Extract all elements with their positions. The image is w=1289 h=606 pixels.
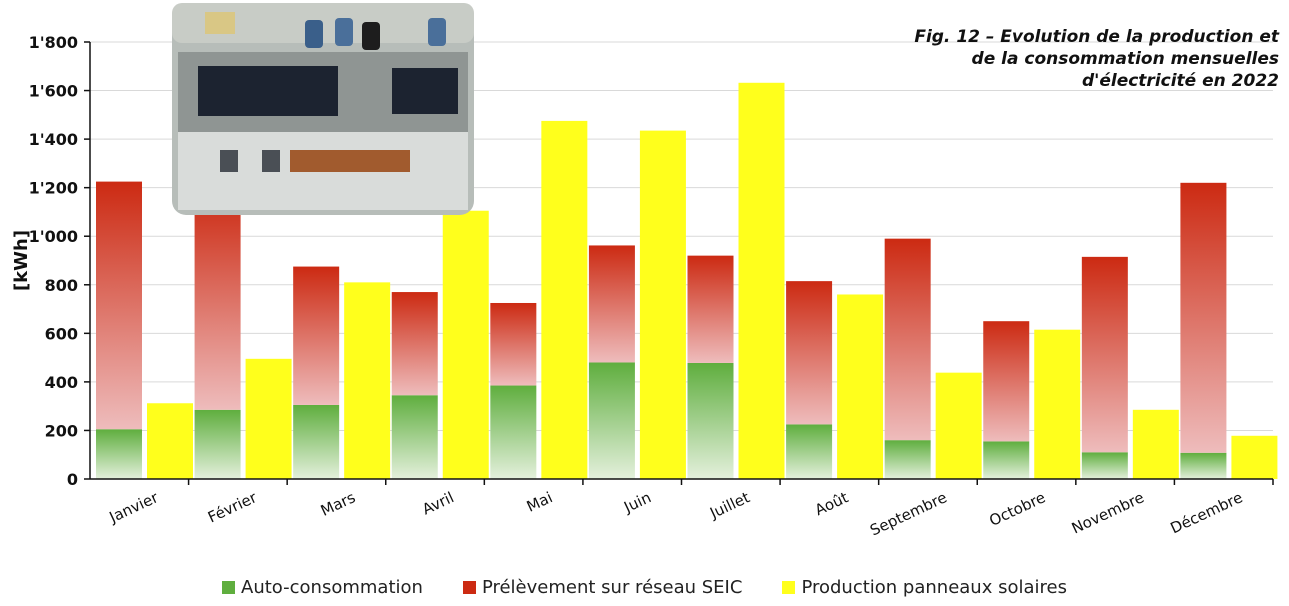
legend-item-solaire: Production panneaux solaires	[782, 577, 1067, 598]
bar-auto-consommation	[293, 404, 340, 479]
y-tick-label: 400	[45, 373, 78, 392]
bar-auto-consommation	[1180, 452, 1227, 479]
bar-prelevement-reseau	[391, 292, 438, 396]
bar-auto-consommation	[194, 409, 241, 479]
bar-prelevement-reseau	[1081, 256, 1128, 453]
legend-swatch-reseau	[462, 580, 476, 594]
bar-production-solaire	[935, 372, 982, 479]
x-tick-label: Janvier	[106, 488, 162, 527]
y-tick-label: 1'800	[29, 33, 78, 52]
legend-label-solaire: Production panneaux solaires	[801, 576, 1067, 598]
x-tick-label: Décembre	[1168, 488, 1246, 537]
bar-prelevement-reseau	[884, 238, 931, 441]
figure-title-line-1: Fig. 12 – Evolution de la production et	[914, 27, 1279, 47]
bar-production-solaire	[738, 82, 785, 479]
bar-auto-consommation	[884, 440, 931, 479]
bar-prelevement-reseau	[588, 245, 635, 363]
bar-prelevement-reseau	[293, 266, 340, 405]
y-tick-label: 1'200	[29, 179, 78, 198]
legend-swatch-auto	[222, 580, 236, 594]
bar-prelevement-reseau	[96, 181, 142, 430]
bar-auto-consommation	[96, 429, 142, 479]
bar-auto-consommation	[588, 362, 635, 479]
bar-production-solaire	[245, 358, 292, 479]
bar-prelevement-reseau	[786, 281, 833, 425]
x-tick-label: Mars	[318, 488, 359, 520]
bar-prelevement-reseau	[687, 255, 734, 363]
y-tick-label: 1'400	[29, 130, 78, 149]
bar-prelevement-reseau	[490, 302, 537, 386]
bar-production-solaire	[1132, 409, 1179, 479]
x-tick-label: Septembre	[867, 488, 949, 539]
legend-label-auto: Auto-consommation	[241, 576, 423, 598]
x-tick-label: Juin	[620, 488, 654, 516]
y-tick-label: 600	[45, 324, 78, 343]
bar-production-solaire	[1034, 329, 1081, 479]
bar-prelevement-reseau	[1180, 182, 1227, 453]
x-tick-label: Novembre	[1069, 488, 1147, 537]
legend-item-auto: Auto-consommation	[222, 577, 423, 598]
bar-production-solaire	[344, 282, 391, 479]
bar-auto-consommation	[490, 385, 537, 479]
y-axis-label: [kWh]	[11, 230, 32, 291]
x-tick-label: Août	[812, 488, 851, 519]
x-tick-label: Juillet	[706, 488, 752, 522]
bar-production-solaire	[147, 403, 193, 479]
y-tick-label: 0	[67, 470, 78, 489]
building-rooftop-solar-photo	[172, 3, 474, 215]
bar-auto-consommation	[687, 362, 734, 479]
bar-auto-consommation	[786, 424, 833, 479]
y-tick-label: 1'000	[29, 227, 78, 246]
bar-production-solaire	[1231, 435, 1278, 479]
legend-swatch-solaire	[782, 580, 796, 594]
bar-auto-consommation	[391, 395, 438, 479]
legend-item-reseau: Prélèvement sur réseau SEIC	[462, 576, 743, 598]
figure-title-line-2: de la consommation mensuelles	[971, 49, 1279, 69]
figure-title-line-3: d'électricité en 2022	[1081, 71, 1279, 91]
figure-title: Fig. 12 – Evolution de la production et …	[859, 26, 1279, 92]
bar-production-solaire	[442, 210, 489, 479]
bar-prelevement-reseau	[983, 321, 1030, 442]
bar-prelevement-reseau	[194, 192, 241, 410]
y-tick-label: 800	[45, 276, 78, 295]
y-tick-label: 1'600	[29, 82, 78, 101]
bar-auto-consommation	[983, 441, 1030, 479]
chart-legend: Auto-consommation Prélèvement sur réseau…	[0, 574, 1289, 600]
bar-production-solaire	[541, 120, 588, 480]
y-tick-label: 200	[45, 421, 78, 440]
x-tick-label: Avril	[419, 488, 456, 518]
x-tick-label: Octobre	[987, 488, 1049, 530]
x-tick-label: Mai	[524, 488, 555, 515]
bar-production-solaire	[639, 130, 686, 479]
legend-label-reseau: Prélèvement sur réseau SEIC	[481, 576, 743, 598]
bars-layer	[96, 82, 1278, 480]
x-tick-label: Février	[205, 488, 260, 526]
bar-auto-consommation	[1081, 452, 1128, 479]
bar-production-solaire	[837, 294, 884, 479]
